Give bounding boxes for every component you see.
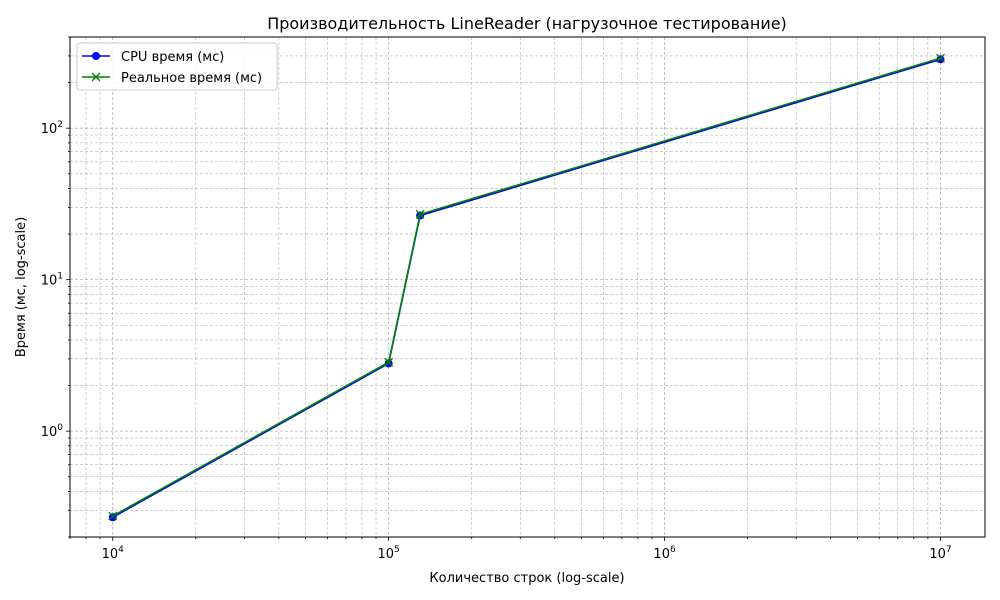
real-point — [91, 72, 101, 82]
cpu-point — [92, 52, 100, 60]
y-tick-label: 100 — [41, 423, 64, 440]
cpu-point — [384, 359, 393, 368]
y-tick-label: 101 — [41, 272, 63, 289]
real-point — [936, 53, 945, 63]
x-tick-label: 107 — [929, 545, 951, 562]
ticks: 104 105 106 107 100 101 102 — [41, 36, 952, 562]
cpu-point — [936, 55, 945, 64]
real-point-stroke — [415, 209, 425, 219]
x-tick-label: 104 — [102, 545, 125, 562]
real-point-stroke — [384, 357, 394, 367]
real-point-stroke — [91, 72, 101, 82]
y-tick-label: 102 — [41, 120, 63, 137]
x-tick-label: 105 — [378, 545, 400, 562]
real-point — [108, 511, 118, 521]
real-point — [384, 357, 394, 367]
legend-box — [76, 42, 278, 91]
chart-title: Производительность LineReader (нагрузочн… — [267, 14, 787, 33]
x-axis-label: Количество строк (log-scale) — [429, 571, 624, 586]
real-series-line — [112, 57, 941, 517]
real-point — [415, 209, 425, 219]
legend-cpu-label: CPU время (мс) — [121, 50, 224, 65]
legend: CPU время (мс) Реальное время (мс) — [76, 42, 278, 91]
grid — [69, 36, 985, 538]
real-point-stroke — [108, 511, 118, 521]
y-axis-label: Время (мс, log-scale) — [14, 217, 29, 357]
plot-area — [69, 36, 986, 538]
axes-frame — [69, 36, 986, 538]
legend-real-label: Реальное время (мс) — [121, 71, 262, 86]
x-tick-label: 106 — [653, 545, 676, 562]
real-point-stroke — [936, 53, 945, 63]
